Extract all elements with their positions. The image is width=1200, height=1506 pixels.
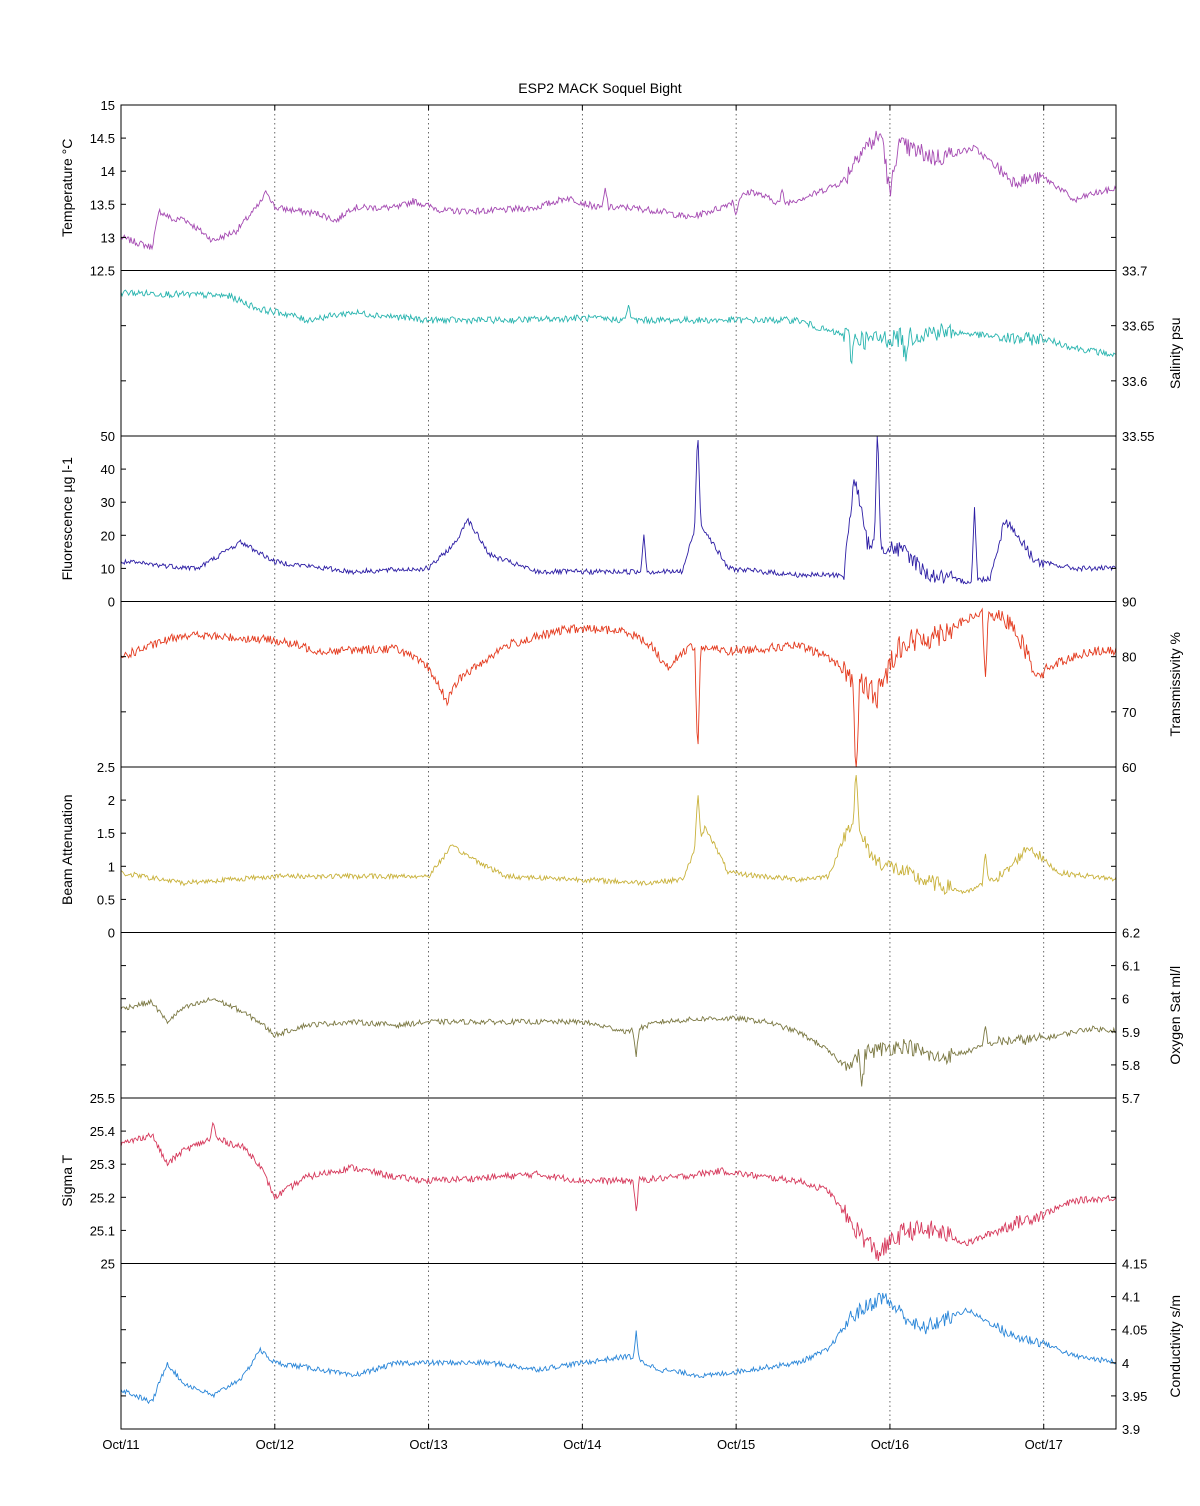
oxygen-series	[120, 996, 1117, 1087]
temperature-tick-label: 13	[101, 230, 115, 245]
oxygen-tick-label: 5.8	[1122, 1058, 1140, 1073]
sigma-t-tick-label: 25.5	[90, 1091, 115, 1106]
conductivity-tick-label: 3.95	[1122, 1389, 1147, 1404]
beam-attenuation-tick-label: 0	[108, 926, 115, 941]
fluorescence-axis-label: Fluorescence µg l-1	[59, 457, 75, 580]
temperature-tick-label: 14.5	[90, 131, 115, 146]
fluorescence-tick-label: 30	[101, 495, 115, 510]
beam-attenuation-tick-label: 2.5	[97, 760, 115, 775]
fluorescence-tick-label: 0	[108, 595, 115, 610]
x-tick-label: Oct/12	[256, 1437, 294, 1452]
salinity-tick-label: 33.6	[1122, 374, 1147, 389]
fluorescence-tick-label: 20	[101, 528, 115, 543]
x-tick-label: Oct/13	[409, 1437, 447, 1452]
sigma-t-tick-label: 25.3	[90, 1157, 115, 1172]
salinity-series	[120, 288, 1117, 365]
oxygen-tick-label: 6	[1122, 992, 1129, 1007]
beam-attenuation-frame	[120, 766, 1117, 933]
x-tick-label: Oct/15	[717, 1437, 755, 1452]
conductivity-tick-label: 4.1	[1122, 1290, 1140, 1305]
beam-attenuation-axis-label: Beam Attenuation	[59, 794, 75, 905]
salinity-tick-label: 33.65	[1122, 319, 1155, 334]
transmissivity-frame	[120, 601, 1117, 768]
temperature-tick-label: 14	[101, 164, 115, 179]
beam-attenuation-series	[120, 775, 1117, 896]
sigma-t-frame	[120, 1097, 1117, 1264]
beam-attenuation-tick-label: 1	[108, 859, 115, 874]
transmissivity-series	[120, 607, 1117, 768]
oxygen-tick-label: 5.9	[1122, 1025, 1140, 1040]
fluorescence-tick-label: 40	[101, 462, 115, 477]
conductivity-tick-label: 4	[1122, 1356, 1129, 1371]
x-tick-label: Oct/11	[102, 1437, 139, 1452]
conductivity-frame	[120, 1263, 1117, 1430]
transmissivity-tick-label: 90	[1122, 595, 1136, 610]
oxygen-axis-label: Oxygen Sat ml/l	[1167, 966, 1183, 1065]
beam-attenuation-tick-label: 2	[108, 793, 115, 808]
salinity-axis-label: Salinity psu	[1167, 317, 1183, 389]
temperature-axis-label: Temperature °C	[59, 139, 75, 237]
salinity-tick-label: 33.7	[1122, 264, 1147, 279]
temperature-series	[120, 130, 1117, 251]
oxygen-frame	[120, 932, 1117, 1099]
fluorescence-tick-label: 50	[101, 429, 115, 444]
conductivity-tick-label: 3.9	[1122, 1422, 1140, 1437]
sigma-t-tick-label: 25.1	[90, 1223, 115, 1238]
fluorescence-tick-label: 10	[101, 561, 115, 576]
transmissivity-tick-label: 60	[1122, 760, 1136, 775]
temperature-frame	[120, 104, 1117, 271]
conductivity-tick-label: 4.15	[1122, 1257, 1147, 1272]
sigma-t-tick-label: 25.2	[90, 1190, 115, 1205]
transmissivity-tick-label: 80	[1122, 650, 1136, 665]
x-tick-label: Oct/14	[563, 1437, 601, 1452]
temperature-tick-label: 13.5	[90, 197, 115, 212]
fluorescence-frame	[120, 435, 1117, 602]
temperature-tick-label: 12.5	[90, 264, 115, 279]
oxygen-tick-label: 6.1	[1122, 959, 1140, 974]
oxygen-tick-label: 5.7	[1122, 1091, 1140, 1106]
oxygen-tick-label: 6.2	[1122, 926, 1140, 941]
beam-attenuation-tick-label: 1.5	[97, 826, 115, 841]
transmissivity-tick-label: 70	[1122, 705, 1136, 720]
x-tick-label: Oct/16	[871, 1437, 909, 1452]
temperature-tick-label: 15	[101, 98, 115, 113]
sigma-t-series	[120, 1121, 1117, 1261]
chart-title: ESP2 MACK Soquel Bight	[518, 80, 682, 96]
sigma-t-tick-label: 25.4	[90, 1124, 115, 1139]
beam-attenuation-tick-label: 0.5	[97, 892, 115, 907]
sigma-t-axis-label: Sigma T	[59, 1154, 75, 1206]
x-tick-label: Oct/17	[1025, 1437, 1063, 1452]
sigma-t-tick-label: 25	[101, 1257, 115, 1272]
conductivity-tick-label: 4.05	[1122, 1323, 1147, 1338]
salinity-frame	[120, 270, 1117, 437]
salinity-tick-label: 33.55	[1122, 429, 1155, 444]
transmissivity-axis-label: Transmissivity %	[1167, 632, 1183, 737]
conductivity-series	[120, 1292, 1117, 1405]
fluorescence-series	[120, 436, 1117, 585]
conductivity-axis-label: Conductivity s/m	[1167, 1295, 1183, 1398]
